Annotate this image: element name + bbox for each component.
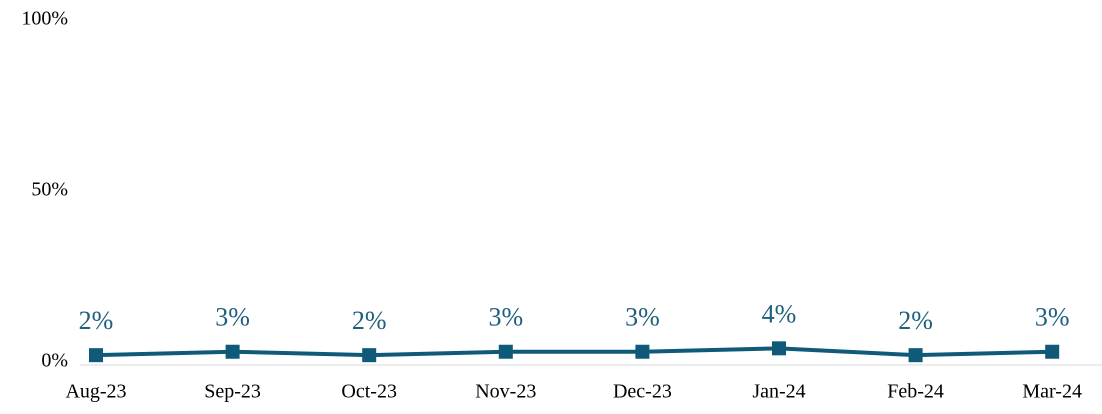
data-label: 2% xyxy=(352,306,387,335)
y-tick-label: 100% xyxy=(21,8,68,30)
data-label: 2% xyxy=(79,306,114,335)
point-marker xyxy=(498,344,513,359)
x-tick-label: Sep-23 xyxy=(204,381,261,403)
x-tick-label: Feb-24 xyxy=(887,381,944,403)
series-line xyxy=(95,346,1053,358)
point-marker xyxy=(362,348,377,363)
data-label: 3% xyxy=(625,303,660,332)
point-marker xyxy=(908,348,923,363)
point-marker xyxy=(225,344,240,359)
point-marker xyxy=(1045,344,1060,359)
x-tick-label: Oct-23 xyxy=(341,381,397,403)
x-tick-label: Nov-23 xyxy=(475,381,536,403)
data-label: 3% xyxy=(1035,303,1070,332)
data-label: 4% xyxy=(762,299,797,328)
x-tick-label: Aug-23 xyxy=(65,381,126,403)
data-label: 3% xyxy=(215,303,250,332)
x-tick-label: Jan-24 xyxy=(752,381,805,403)
x-tick-label: Mar-24 xyxy=(1022,381,1082,403)
data-label: 3% xyxy=(488,303,523,332)
point-marker xyxy=(89,348,103,363)
y-tick-label: 0% xyxy=(41,350,68,372)
x-tick-label: Dec-23 xyxy=(613,381,672,403)
y-tick-label: 50% xyxy=(31,179,68,201)
point-marker xyxy=(772,341,786,356)
point-marker xyxy=(635,344,650,359)
data-label: 2% xyxy=(898,306,933,335)
